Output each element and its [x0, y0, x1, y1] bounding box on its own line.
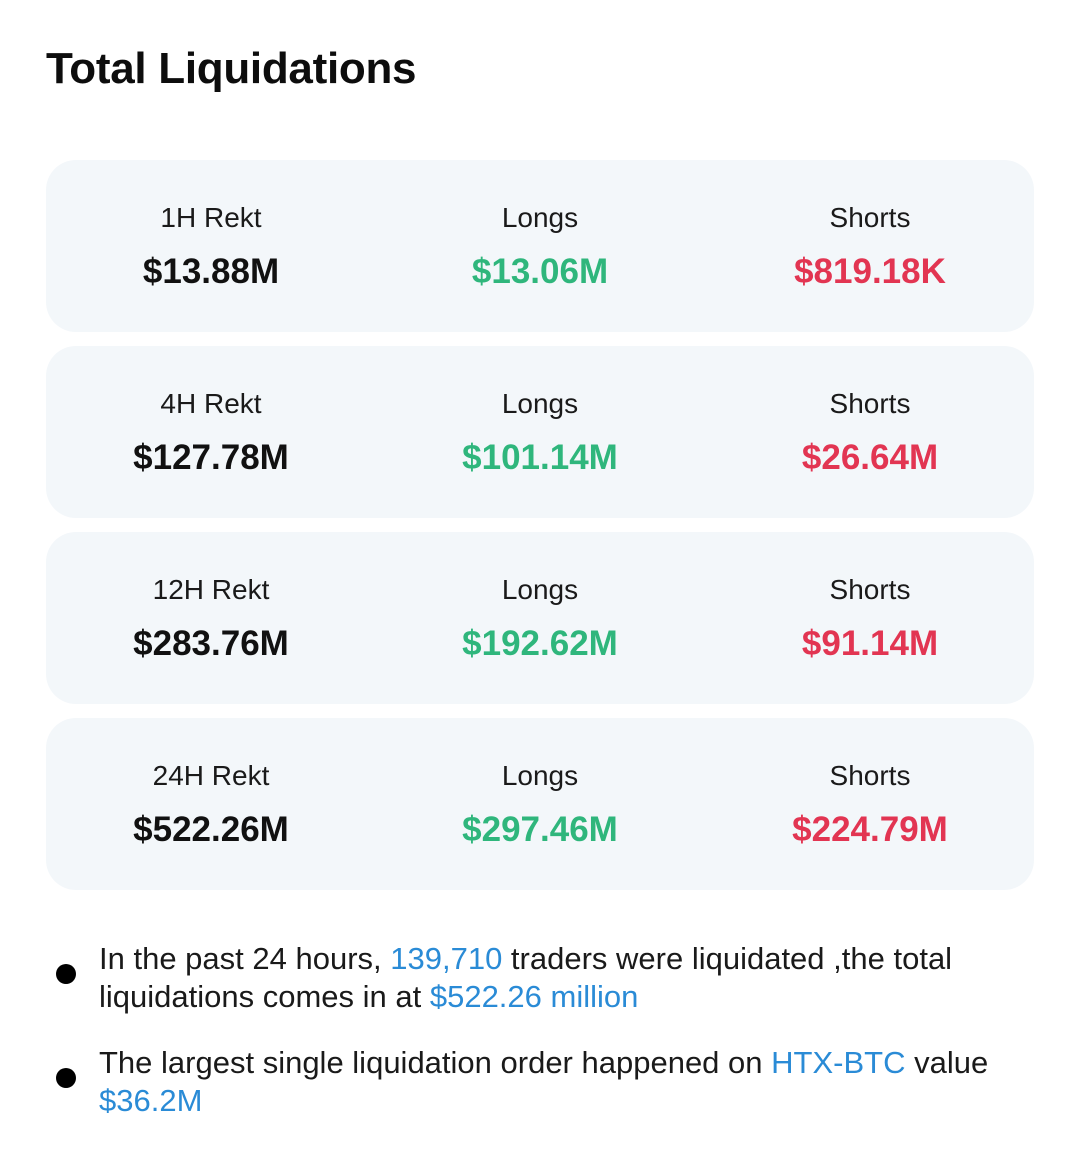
total-column: 1H Rekt $13.88M: [46, 160, 376, 332]
liquidation-card-12h: 12H Rekt $283.76M Longs $192.62M Shorts …: [46, 532, 1034, 704]
note-text: In the past 24 hours,: [99, 941, 391, 976]
bullet-icon: [56, 1068, 76, 1088]
total-liquidation-amount: $522.26 million: [429, 979, 639, 1014]
longs-column: Longs $297.46M: [375, 718, 705, 890]
shorts-value: $224.79M: [792, 810, 948, 849]
total-column: 24H Rekt $522.26M: [46, 718, 376, 890]
bullet-icon: [56, 964, 76, 984]
note-text: The largest single liquidation order hap…: [99, 1045, 772, 1080]
shorts-column: Shorts $91.14M: [705, 532, 1035, 704]
liquidation-card-24h: 24H Rekt $522.26M Longs $297.46M Shorts …: [46, 718, 1034, 890]
traders-count: 139,710: [390, 941, 503, 976]
longs-value: $101.14M: [462, 438, 618, 477]
shorts-value: $91.14M: [801, 624, 939, 663]
longs-column: Longs $101.14M: [375, 346, 705, 518]
shorts-label: Shorts: [829, 202, 911, 233]
longs-label: Longs: [501, 574, 579, 605]
largest-order-amount: $36.2M: [99, 1083, 203, 1118]
total-value: $13.88M: [142, 252, 280, 291]
longs-value: $297.46M: [462, 810, 618, 849]
liquidation-card-1h: 1H Rekt $13.88M Longs $13.06M Shorts $81…: [46, 160, 1034, 332]
shorts-label: Shorts: [829, 388, 911, 419]
exchange-pair-link[interactable]: HTX-BTC: [771, 1045, 906, 1080]
longs-value: $13.06M: [471, 252, 609, 291]
shorts-column: Shorts $819.18K: [705, 160, 1035, 332]
longs-label: Longs: [501, 388, 579, 419]
note-traders-liquidated: In the past 24 hours, 139,710 traders we…: [99, 940, 1029, 1016]
note-text: value: [905, 1045, 989, 1080]
period-label: 4H Rekt: [160, 388, 262, 419]
period-label: 24H Rekt: [152, 760, 270, 791]
note-largest-order: The largest single liquidation order hap…: [99, 1044, 1029, 1120]
total-value: $283.76M: [133, 624, 289, 663]
longs-label: Longs: [501, 760, 579, 791]
note-text: traders were liquidated ,the total liqui…: [99, 941, 953, 1014]
total-column: 4H Rekt $127.78M: [46, 346, 376, 518]
total-value: $522.26M: [133, 810, 289, 849]
total-column: 12H Rekt $283.76M: [46, 532, 376, 704]
longs-column: Longs $13.06M: [375, 160, 705, 332]
shorts-label: Shorts: [829, 574, 911, 605]
liquidation-card-4h: 4H Rekt $127.78M Longs $101.14M Shorts $…: [46, 346, 1034, 518]
total-value: $127.78M: [133, 438, 289, 477]
longs-column: Longs $192.62M: [375, 532, 705, 704]
shorts-value: $26.64M: [801, 438, 939, 477]
longs-label: Longs: [501, 202, 579, 233]
period-label: 1H Rekt: [160, 202, 262, 233]
period-label: 12H Rekt: [152, 574, 270, 605]
longs-value: $192.62M: [462, 624, 618, 663]
shorts-column: Shorts $26.64M: [705, 346, 1035, 518]
page-title: Total Liquidations: [46, 44, 417, 93]
shorts-column: Shorts $224.79M: [705, 718, 1035, 890]
shorts-value: $819.18K: [794, 252, 946, 291]
shorts-label: Shorts: [829, 760, 911, 791]
